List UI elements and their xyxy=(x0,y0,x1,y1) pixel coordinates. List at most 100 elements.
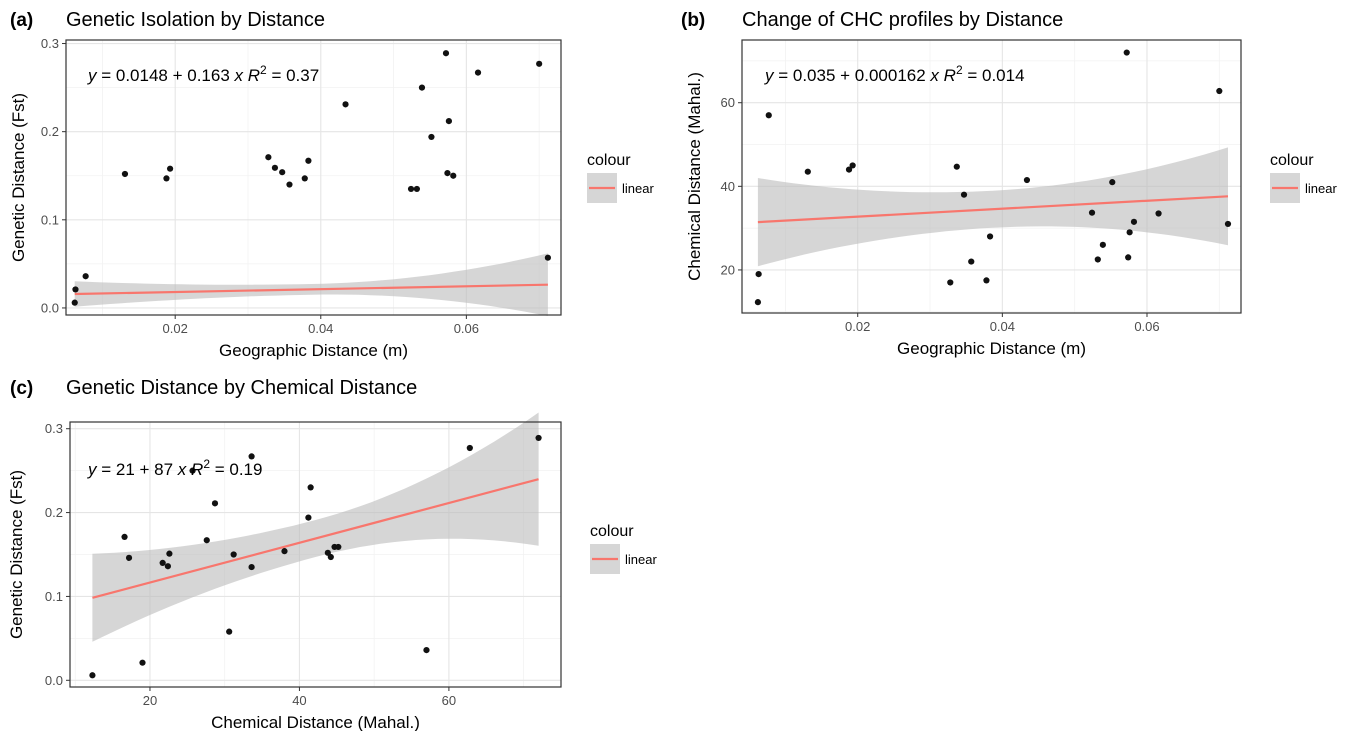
x-tick-label: 0.02 xyxy=(163,321,188,336)
data-point xyxy=(279,169,286,176)
y-tick-label: 0.0 xyxy=(41,300,59,315)
legend-title: colour xyxy=(590,523,634,540)
panel-letter: (b) xyxy=(681,10,705,31)
y-tick-label: 60 xyxy=(721,95,735,110)
data-point xyxy=(139,659,146,666)
data-point xyxy=(1109,179,1116,186)
legend: colour linear xyxy=(587,152,654,203)
data-point xyxy=(305,514,312,521)
data-point xyxy=(755,271,762,278)
data-point xyxy=(248,563,255,571)
data-point xyxy=(968,258,975,265)
plot-border xyxy=(65,39,562,316)
data-point xyxy=(189,467,196,474)
data-point xyxy=(1130,218,1138,225)
y-tick-label: 0.3 xyxy=(41,36,59,51)
data-point xyxy=(166,165,174,172)
data-point xyxy=(754,299,762,306)
data-point xyxy=(953,163,960,170)
data-point xyxy=(166,550,173,557)
x-tick-label: 40 xyxy=(292,693,306,708)
data-point xyxy=(845,166,853,173)
x-tick-label: 20 xyxy=(143,693,157,708)
data-point xyxy=(307,484,314,491)
data-point xyxy=(960,191,968,198)
y-tick-label: 0.2 xyxy=(45,505,63,520)
data-point xyxy=(1155,210,1162,217)
x-tick-label: 0.06 xyxy=(454,321,479,336)
x-tick-label: 0.02 xyxy=(845,319,870,334)
data-point xyxy=(765,112,772,119)
data-point xyxy=(1099,241,1106,248)
panel-b: (b) Change of CHC profiles by Distance 0.0… xyxy=(681,9,1337,358)
data-point xyxy=(1216,87,1223,95)
data-point xyxy=(89,672,96,679)
data-point xyxy=(335,543,342,551)
data-point xyxy=(271,164,279,171)
regression-equation: y = 0.035 + 0.000162 x R2 = 0.014 xyxy=(764,63,1025,85)
data-point xyxy=(265,154,272,161)
data-point xyxy=(230,551,237,558)
legend: colour linear xyxy=(590,523,657,574)
data-point xyxy=(125,554,133,561)
data-point xyxy=(849,162,856,169)
legend-title: colour xyxy=(1270,152,1314,169)
data-point xyxy=(947,279,954,286)
data-point xyxy=(72,286,79,293)
data-point xyxy=(121,170,129,178)
y-tick-label: 0.3 xyxy=(45,421,63,436)
panel-letter: (a) xyxy=(10,10,33,31)
y-axis-title: Genetic Distance (Fst) xyxy=(7,470,26,639)
data-point xyxy=(163,175,170,182)
regression-equation: y = 0.0148 + 0.163 x R2 = 0.37 xyxy=(87,63,319,85)
data-point xyxy=(544,254,551,261)
data-point xyxy=(248,453,255,460)
data-point xyxy=(1023,176,1031,184)
data-point xyxy=(474,69,482,76)
data-point xyxy=(301,175,308,182)
x-axis-title: Chemical Distance (Mahal.) xyxy=(211,713,420,731)
data-point xyxy=(1224,220,1232,228)
data-point xyxy=(286,181,293,188)
y-tick-label: 0.1 xyxy=(41,212,59,227)
legend-label: linear xyxy=(625,552,657,567)
data-point xyxy=(121,533,128,540)
data-point xyxy=(281,548,288,555)
legend-title: colour xyxy=(587,152,631,169)
x-tick-label: 0.04 xyxy=(308,321,333,336)
data-point xyxy=(536,60,543,67)
x-axis-title: Geographic Distance (m) xyxy=(219,341,408,360)
data-point xyxy=(445,117,452,125)
data-point xyxy=(164,563,172,570)
y-axis-title: Chemical Distance (Mahal.) xyxy=(685,72,704,281)
data-point xyxy=(535,434,542,442)
regression-line xyxy=(74,283,548,296)
chart-title: Change of CHC profiles by Distance xyxy=(742,9,1063,31)
y-tick-label: 0.0 xyxy=(45,673,63,688)
data-point xyxy=(444,169,451,177)
chart-title: Genetic Distance by Chemical Distance xyxy=(66,377,417,399)
confidence-band xyxy=(74,253,548,316)
data-point xyxy=(1088,209,1096,216)
panel-c: (c) Genetic Distance by Chemical Distance… xyxy=(7,377,657,731)
regression-line xyxy=(757,195,1229,224)
panel-a: (a) Genetic Isolation by Distance 0.02 0.04… xyxy=(9,9,654,360)
x-tick-label: 60 xyxy=(442,693,456,708)
regression-equation: y = 21 + 87 x R2 = 0.19 xyxy=(87,457,262,479)
data-point xyxy=(305,157,312,164)
data-point xyxy=(327,553,334,561)
data-point xyxy=(342,101,349,108)
data-point xyxy=(226,628,233,635)
legend-label: linear xyxy=(622,181,654,196)
data-point xyxy=(1125,254,1132,261)
data-point xyxy=(442,50,450,57)
y-axis-title: Genetic Distance (Fst) xyxy=(9,93,28,262)
regression-line xyxy=(92,478,539,599)
data-point xyxy=(986,233,994,240)
y-tick-label: 0.1 xyxy=(45,589,63,604)
data-point xyxy=(203,537,210,544)
data-point xyxy=(423,647,430,654)
data-point xyxy=(211,500,219,507)
data-point xyxy=(407,185,415,193)
data-point xyxy=(82,273,89,280)
